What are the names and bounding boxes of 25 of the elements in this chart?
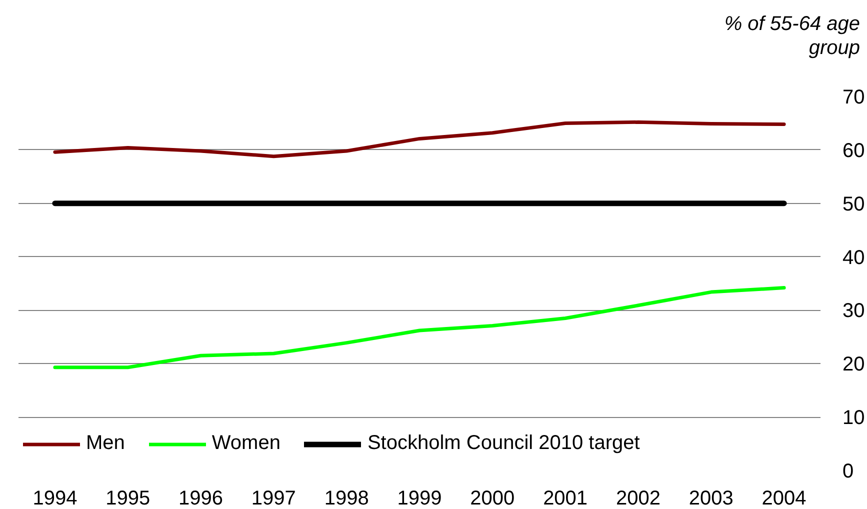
x-tick-label: 1994 xyxy=(32,488,78,509)
x-tick-label: 1997 xyxy=(251,488,296,509)
y-tick-label: 0 xyxy=(842,460,854,482)
x-tick-label: 1995 xyxy=(106,488,150,509)
x-tick-label: 2000 xyxy=(470,488,515,509)
line-series xyxy=(53,120,786,158)
line-series xyxy=(53,286,786,370)
x-tick-label: 2002 xyxy=(616,488,660,509)
legend-label: Women xyxy=(212,432,280,455)
x-tick-label: 2003 xyxy=(688,488,734,509)
y-tick-label: 30 xyxy=(842,300,865,322)
x-tick-label: 2001 xyxy=(543,488,588,509)
y-axis-title: % of 55-64 age group xyxy=(724,12,860,60)
y-tick-label: 40 xyxy=(842,246,865,269)
x-tick-label: 2004 xyxy=(762,488,806,509)
legend-label: Men xyxy=(86,432,125,455)
x-tick-label: 1998 xyxy=(324,488,369,509)
y-tick-label: 20 xyxy=(842,354,865,376)
y-tick-label: 10 xyxy=(842,407,865,430)
x-tick-label: 1999 xyxy=(397,488,442,509)
y-tick-label: 70 xyxy=(842,86,865,108)
y-tick-label: 60 xyxy=(842,140,865,162)
y-tick-label: 50 xyxy=(842,193,865,216)
legend-label: Stockholm Council 2010 target xyxy=(367,432,640,455)
x-tick-label: 1996 xyxy=(178,488,224,509)
